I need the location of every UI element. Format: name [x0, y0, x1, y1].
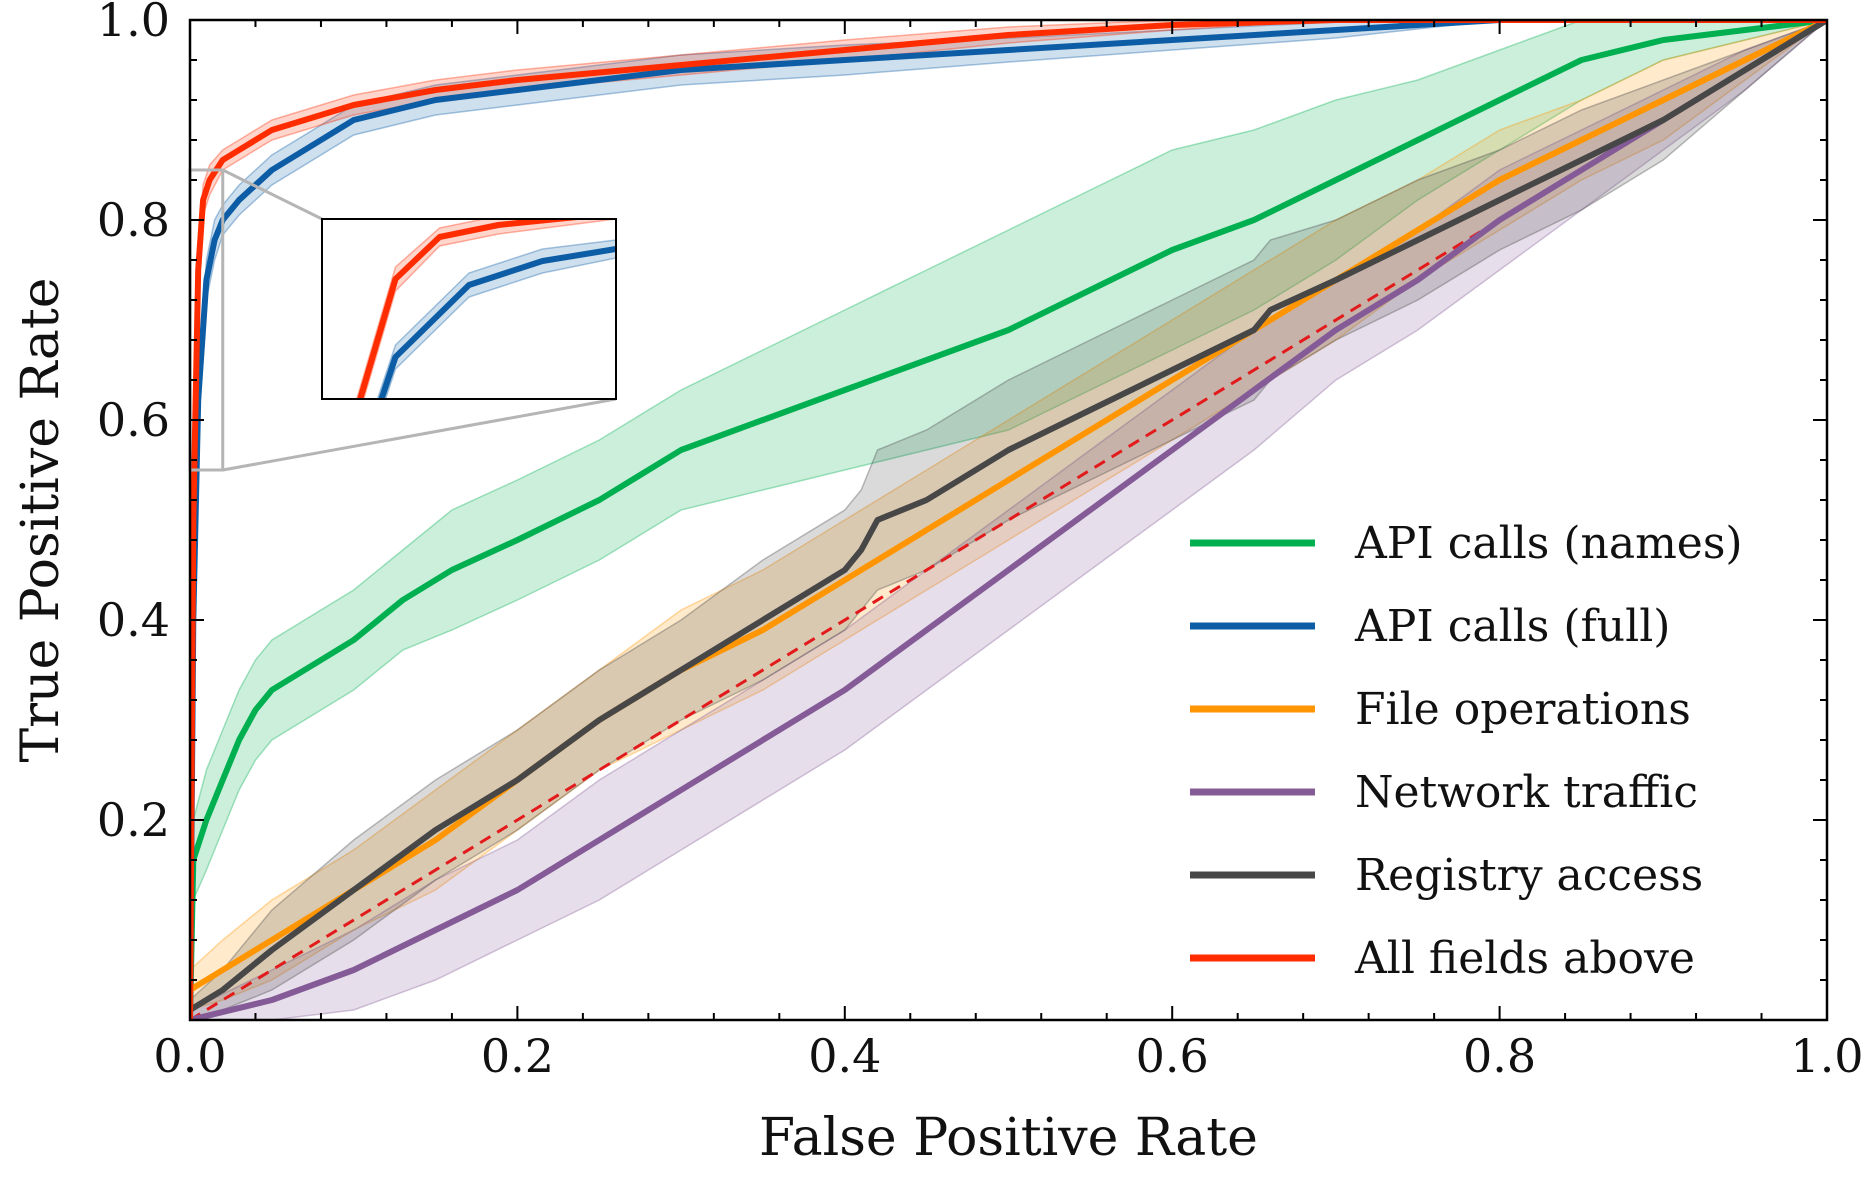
- y-tick-label: 0.6: [97, 393, 170, 447]
- legend-label-network-traffic: Network traffic: [1355, 767, 1698, 818]
- line-file-operations: [190, 20, 1827, 993]
- inset-series: [355, 219, 616, 399]
- band-all-fields-above: [190, 20, 1827, 1020]
- series-lines: [190, 20, 1827, 1020]
- y-tick-label: 1.0: [97, 0, 170, 47]
- band-file-operations: [190, 20, 1827, 1011]
- legend-label-registry-access: Registry access: [1355, 850, 1703, 901]
- x-tick-label: 0.6: [1136, 1029, 1209, 1083]
- y-tick-label: 0.4: [97, 593, 170, 647]
- band-network-traffic: [190, 20, 1827, 1020]
- confidence-bands: [190, 20, 1827, 1020]
- y-tick-label: 0.8: [97, 193, 170, 247]
- y-tick-label: 0.2: [97, 793, 170, 847]
- y-axis-label: True Positive Rate: [11, 277, 71, 762]
- band-api-calls-names: [190, 20, 1827, 1020]
- x-tick-label: 1.0: [1790, 1029, 1863, 1083]
- line-network-traffic: [190, 20, 1827, 1020]
- zoom-connector: [222, 168, 323, 221]
- axes: 0.0 0.2 0.4 0.6 0.8 1.0 0.2 0.4 0.6 0.8 1.0: [97, 0, 1864, 1083]
- line-api-calls-names: [190, 20, 1827, 1020]
- plot-frame: [188, 18, 1829, 1022]
- legend-label-api-calls-names: API calls (names): [1354, 518, 1743, 569]
- line-all-fields-above: [190, 20, 1827, 1020]
- line-api-calls-full: [190, 20, 1827, 1020]
- x-tick-label: 0.4: [808, 1029, 881, 1083]
- zoom-connector: [222, 397, 617, 472]
- legend: API calls (names) API calls (full) File op…: [1190, 518, 1743, 984]
- x-axis-label: False Positive Rate: [759, 1108, 1258, 1168]
- inset-frame: [321, 218, 617, 400]
- x-tick-label: 0.8: [1463, 1029, 1536, 1083]
- x-tick-label: 0.0: [153, 1029, 226, 1083]
- inset-axes: [321, 218, 617, 400]
- inset-band-all-fields-above: [355, 219, 616, 399]
- inset-line-all-fields-above: [357, 219, 587, 399]
- inset-line-api-calls-full: [378, 245, 616, 399]
- legend-label-file-operations: File operations: [1355, 684, 1691, 735]
- legend-label-all-fields-above: All fields above: [1354, 933, 1695, 984]
- x-tick-label: 0.2: [481, 1029, 554, 1083]
- line-registry-access: [190, 20, 1827, 1013]
- legend-label-api-calls-full: API calls (full): [1354, 601, 1670, 652]
